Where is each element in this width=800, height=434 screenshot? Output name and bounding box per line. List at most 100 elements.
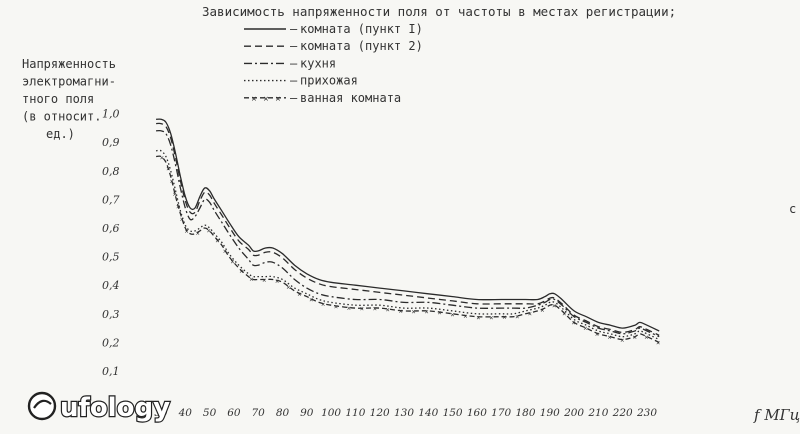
series-cross-marker: × xyxy=(239,267,243,275)
series-cross-marker: × xyxy=(275,277,279,285)
y-axis-label-line: тного поля xyxy=(22,92,94,106)
series-cross-marker: × xyxy=(347,305,351,313)
x-tick-label: 200 xyxy=(563,407,584,419)
y-tick-label: 0,4 xyxy=(102,279,120,292)
series-cross-marker: × xyxy=(176,203,180,211)
legend-cross-marker: × xyxy=(251,94,256,104)
series-cross-marker: × xyxy=(528,310,532,318)
x-tick-label: 160 xyxy=(467,407,487,419)
series-cross-marker: × xyxy=(607,333,611,341)
watermark-text: ufology xyxy=(60,393,170,423)
legend-cross-marker: × xyxy=(275,94,280,104)
series-cross-marker: × xyxy=(170,178,174,186)
y-tick-label: 0,3 xyxy=(102,308,120,321)
y-axis-label-line: электромагни- xyxy=(22,75,116,89)
y-tick-label: 0,5 xyxy=(102,251,120,264)
y-tick-label: 0,7 xyxy=(102,193,120,206)
legend-label: комната (пункт I) xyxy=(300,22,423,36)
series-line xyxy=(156,155,660,343)
series-cross-marker: × xyxy=(412,308,416,316)
x-tick-label: 220 xyxy=(612,407,633,419)
x-tick-label: 230 xyxy=(636,407,657,419)
series-cross-marker: × xyxy=(180,215,184,223)
series-cross-marker: × xyxy=(595,330,599,338)
series-line xyxy=(156,149,660,341)
chart-title: Зависимость напряженности поля от частот… xyxy=(202,4,676,19)
series-cross-marker: × xyxy=(540,306,544,314)
series-cross-marker: × xyxy=(425,308,429,316)
series-cross-marker: × xyxy=(249,276,253,284)
x-tick-label: 40 xyxy=(178,407,193,419)
series-cross-marker: × xyxy=(502,314,506,322)
x-tick-label: 180 xyxy=(515,407,535,419)
series-cross-marker: × xyxy=(572,319,576,327)
series-cross-marker: × xyxy=(620,336,624,344)
y-tick-label: 0,1 xyxy=(102,365,120,378)
series-cross-marker: × xyxy=(297,290,301,298)
x-tick-label: 130 xyxy=(394,407,414,419)
legend-dash: – xyxy=(290,74,298,88)
x-tick-label: 90 xyxy=(300,407,314,419)
legend-item: × × × – ванная комната xyxy=(244,91,401,105)
series-cross-marker: × xyxy=(166,165,170,173)
x-axis-ticks: 30 40 50 60 70 80 90 100 110 120 130 140 150 160 170 18… xyxy=(154,407,657,419)
legend-item: – прихожая xyxy=(244,74,358,88)
series-cross-marker: × xyxy=(230,258,234,266)
series-cross-marker: × xyxy=(399,308,403,316)
series-curves: ××××××× × ×××××× × ××××× × × × × × × × × × × × × × × × × ××××… xyxy=(156,118,660,347)
x-tick-label: 100 xyxy=(321,407,341,419)
y-axis-label: Напряженность электромагни-тного поля (в о… xyxy=(22,57,116,141)
series-cross-marker: × xyxy=(321,301,325,309)
series-cross-marker: × xyxy=(476,314,480,322)
series-cross-marker: × xyxy=(286,283,290,291)
series-line xyxy=(156,118,660,332)
legend: – комната (пункт I)– комната (пункт 2)– кух… xyxy=(244,22,423,105)
legend-label: комната (пункт 2) xyxy=(300,39,423,53)
legend-label: кухня xyxy=(300,56,336,70)
y-tick-label: 1,0 xyxy=(102,108,120,121)
legend-label: прихожая xyxy=(300,74,358,88)
x-tick-label: 60 xyxy=(227,407,241,419)
series-line xyxy=(156,129,660,338)
x-tick-label: 120 xyxy=(370,407,390,419)
legend-dash: – xyxy=(290,22,298,36)
series-cross-marker: × xyxy=(386,306,390,314)
x-tick-label: 170 xyxy=(491,407,511,419)
x-tick-label: 140 xyxy=(418,407,438,419)
series-cross-marker: × xyxy=(562,310,566,318)
y-axis-label-line: ед.) xyxy=(46,127,75,141)
x-axis-label: f МГц xyxy=(753,406,800,424)
x-tick-label: 50 xyxy=(203,407,217,419)
y-tick-label: 0,2 xyxy=(102,336,120,349)
legend-cross-marker: × xyxy=(263,94,268,104)
x-tick-label: 80 xyxy=(276,407,290,419)
series-cross-marker: × xyxy=(552,302,556,310)
series-cross-marker: × xyxy=(450,311,454,319)
series-cross-marker: × xyxy=(644,333,648,341)
x-tick-label: 190 xyxy=(540,407,560,419)
margin-mark: с xyxy=(789,202,796,216)
series-cross-marker: × xyxy=(207,227,211,235)
series-cross-marker: × xyxy=(185,227,189,235)
series-cross-marker: × xyxy=(309,296,313,304)
y-tick-label: 0,9 xyxy=(102,136,120,149)
watermark-swoosh xyxy=(33,399,52,409)
x-tick-label: 30 xyxy=(154,407,168,419)
legend-label: ванная комната xyxy=(300,91,401,105)
series-cross-marker: × xyxy=(489,314,493,322)
legend-item: – комната (пункт 2) xyxy=(244,39,423,53)
series-cross-marker: × xyxy=(437,309,441,317)
legend-dash: – xyxy=(290,39,298,53)
x-tick-label: 150 xyxy=(443,407,463,419)
watermark-logo: ufology xyxy=(27,391,171,424)
series-cross-marker: × xyxy=(160,154,164,162)
series-cross-marker: × xyxy=(334,303,338,311)
legend-dash: – xyxy=(290,91,298,105)
series-cross-marker: × xyxy=(656,339,660,347)
series-cross-marker: × xyxy=(196,229,200,237)
y-axis-ticks: 0,1 0,2 0,3 0,4 0,5 0,6 0,7 0,8 0,9 1,0 xyxy=(102,108,120,378)
series-cross-marker: × xyxy=(173,190,177,198)
x-tick-label: 70 xyxy=(252,407,266,419)
y-axis-label-line: Напряженность xyxy=(22,57,116,71)
